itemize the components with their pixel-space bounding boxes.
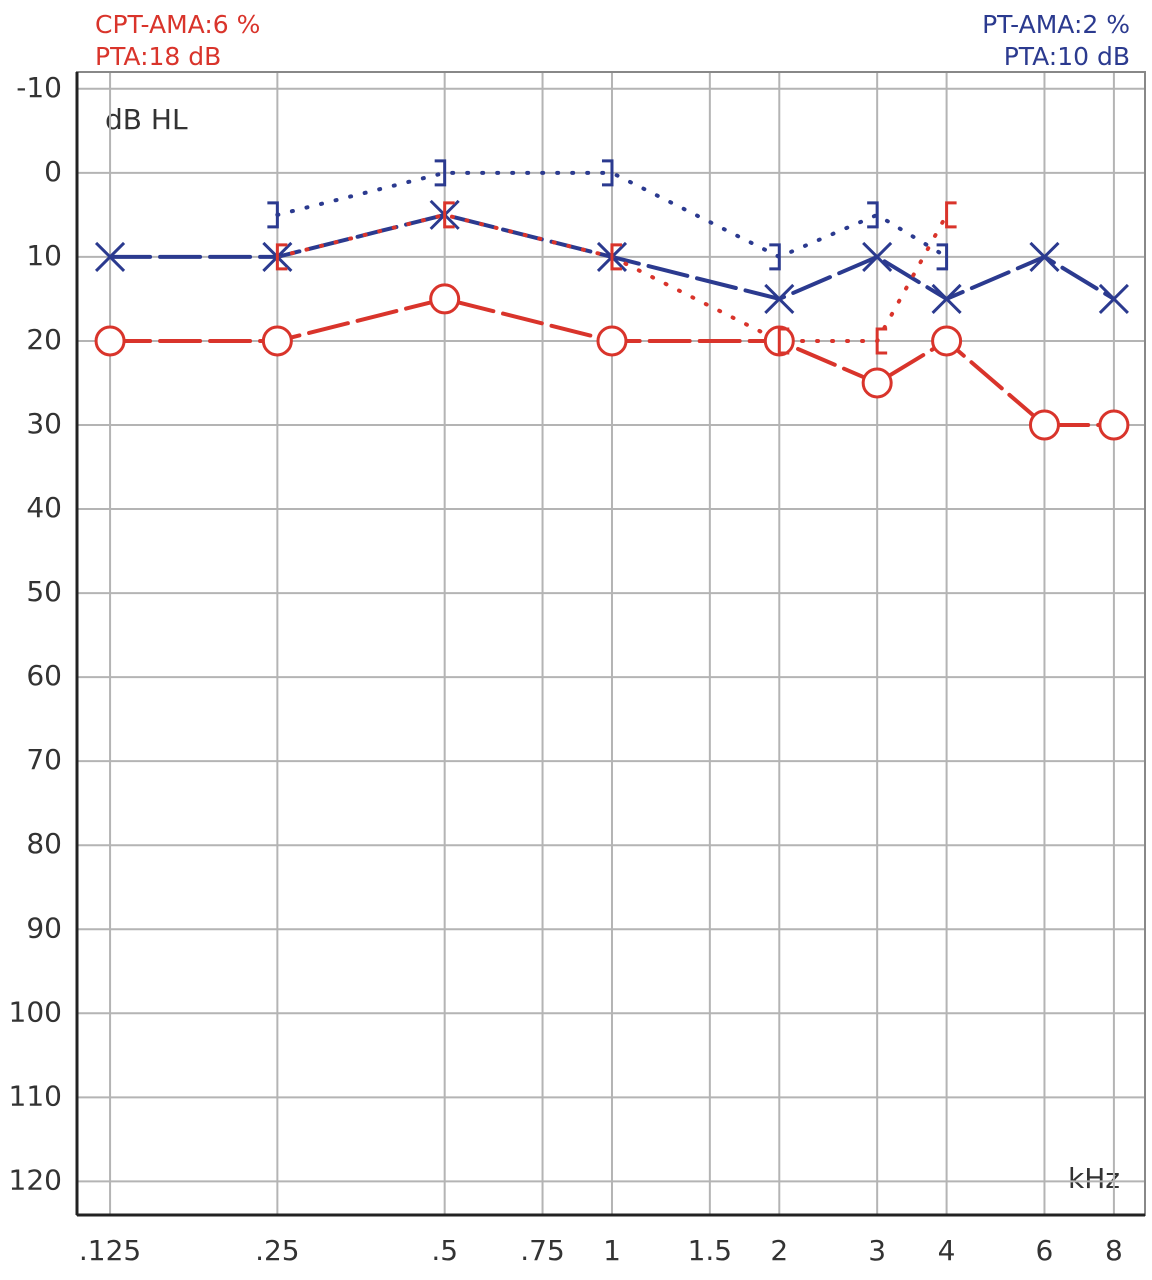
- marker-x: [764, 283, 795, 314]
- y-tick-label: 20: [26, 323, 62, 356]
- x-axis-label: kHz: [1068, 1162, 1120, 1195]
- x-tick-label: 1: [603, 1234, 621, 1267]
- x-tick-label: 3: [868, 1234, 886, 1267]
- marker-x: [1029, 241, 1060, 272]
- x-tick-label: .125: [79, 1234, 141, 1267]
- series-line: [275, 170, 949, 260]
- annotation: PTA:18 dB: [95, 42, 221, 71]
- y-tick-label: 60: [26, 659, 62, 692]
- marker-o: [1098, 409, 1130, 441]
- marker-o: [931, 325, 963, 357]
- annotation: PTA:10 dB: [1004, 42, 1130, 71]
- x-tick-label: 4: [938, 1234, 956, 1267]
- marker-bracket: [275, 243, 288, 271]
- marker-o: [94, 325, 126, 357]
- y-tick-label: 0: [44, 155, 62, 188]
- marker-x: [931, 283, 962, 314]
- marker-bracket: [936, 243, 949, 271]
- y-tick-label: 90: [26, 911, 62, 944]
- y-tick-label: 110: [9, 1079, 62, 1112]
- x-tick-label: .5: [431, 1234, 458, 1267]
- marker-o: [429, 283, 461, 315]
- marker-o: [1028, 409, 1060, 441]
- y-tick-label: 10: [26, 239, 62, 272]
- annotation: PT-AMA:2 %: [982, 10, 1130, 39]
- marker-bracket: [945, 201, 957, 229]
- marker-bracket: [769, 243, 781, 271]
- y-tick-label: -10: [16, 71, 62, 104]
- marker-bracket: [867, 201, 879, 229]
- y-tick-label: 80: [26, 827, 62, 860]
- y-tick-label: 100: [9, 995, 62, 1028]
- marker-bracket: [443, 201, 455, 229]
- marker-o: [861, 367, 893, 399]
- x-tick-label: 6: [1036, 1234, 1054, 1267]
- x-tick-label: 2: [770, 1234, 788, 1267]
- marker-o: [261, 325, 293, 357]
- marker-bracket: [267, 201, 279, 229]
- y-tick-label: 50: [26, 575, 62, 608]
- marker-x: [862, 241, 893, 272]
- y-tick-label: 40: [26, 491, 62, 524]
- y-axis-label: dB HL: [105, 103, 188, 136]
- annotation: CPT-AMA:6 %: [95, 10, 260, 39]
- marker-bracket: [875, 327, 888, 355]
- y-tick-label: 70: [26, 743, 62, 776]
- marker-x: [1098, 283, 1129, 314]
- y-tick-label: 120: [9, 1163, 62, 1196]
- x-tick-label: .75: [520, 1234, 565, 1267]
- marker-bracket: [610, 243, 622, 271]
- marker-bracket: [434, 159, 447, 187]
- x-tick-label: 1.5: [688, 1234, 733, 1267]
- marker-o: [596, 325, 628, 357]
- marker-bracket: [601, 159, 614, 187]
- marker-bracket: [777, 327, 790, 355]
- y-tick-label: 30: [26, 407, 62, 440]
- x-tick-label: .25: [255, 1234, 300, 1267]
- x-tick-label: 8: [1105, 1234, 1123, 1267]
- marker-x: [94, 241, 126, 272]
